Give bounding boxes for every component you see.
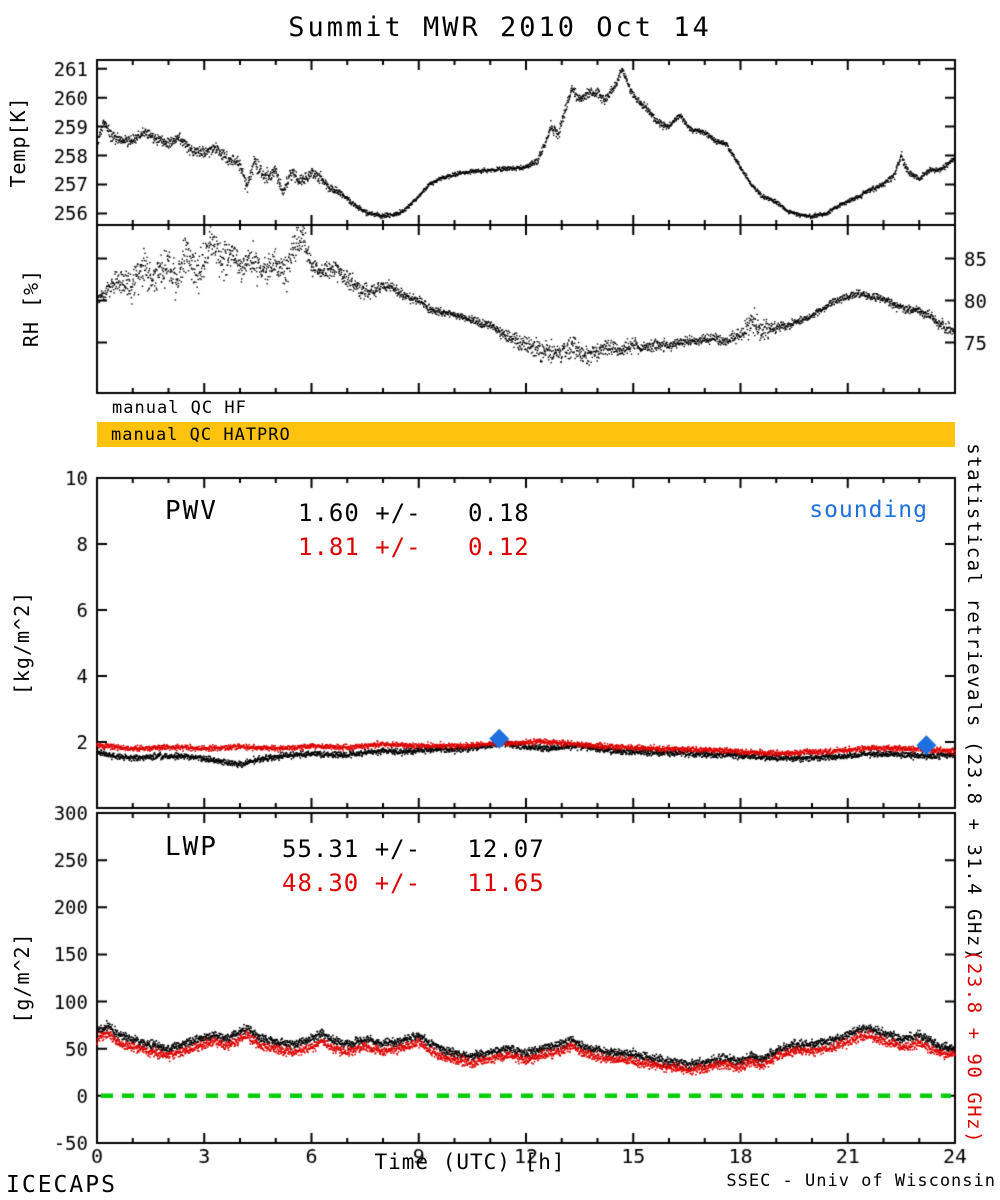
right-label-statistical-retrievals: statistical retrievals (23.8 + 31.4 GHz) <box>963 443 985 961</box>
right-label-90ghz: (23.8 + 90 GHz) <box>963 949 985 1145</box>
pwv-stats-label: PWV <box>165 496 218 526</box>
lwp-stats-label: LWP <box>165 832 218 862</box>
lwp-stat-line-1: 55.31 +/- 12.07 <box>282 835 545 863</box>
pwv-stat-line-1: 1.60 +/- 0.18 <box>298 499 530 527</box>
lwp-axis-label: [g/m^2] <box>10 932 34 1024</box>
x-axis-label: Time (UTC) [h] <box>374 1150 566 1174</box>
sounding-label: sounding <box>809 497 928 523</box>
chart-title: Summit MWR 2010 Oct 14 <box>288 12 712 43</box>
temp-axis-label: Temp[K] <box>6 96 30 188</box>
qc-hatpro-bar: manual QC HATPRO <box>97 422 955 447</box>
qc-hf-label: manual QC HF <box>112 398 247 418</box>
footer-ssec: SSEC - Univ of Wisconsin <box>726 1171 996 1191</box>
lwp-stat-line-2: 48.30 +/- 11.65 <box>282 869 545 897</box>
pwv-stat-line-2: 1.81 +/- 0.12 <box>298 533 530 561</box>
qc-hatpro-label: manual QC HATPRO <box>111 425 291 445</box>
pwv-axis-label: [kg/m^2] <box>10 590 34 696</box>
footer-icecaps: ICECAPS <box>6 1172 117 1198</box>
rh-axis-label: RH [%] <box>19 268 43 348</box>
